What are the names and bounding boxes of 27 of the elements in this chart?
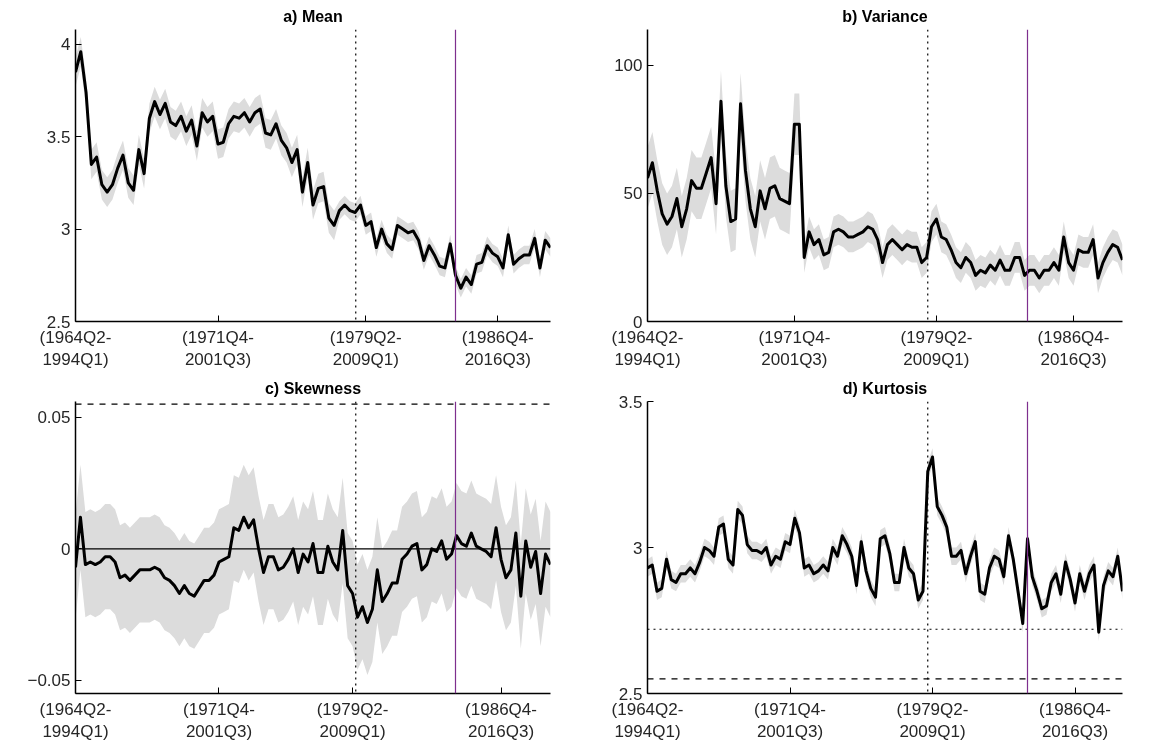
y-tick-label: 0.05 [37, 408, 71, 428]
x-tick-label: (1979Q2- 2009Q1) [316, 699, 389, 742]
y-tick-label: 4 [61, 35, 71, 55]
x-tick-label: (1971Q4- 2001Q3) [758, 327, 831, 370]
x-tick-label: (1964Q2- 1994Q1) [39, 699, 112, 742]
y-tick-label: 3 [633, 538, 643, 558]
y-tick-label: 3.5 [618, 392, 643, 412]
x-tick-label: (1971Q4- 2001Q3) [183, 699, 255, 742]
x-tick-label: (1986Q4- 2016Q3) [1039, 699, 1111, 742]
y-tick-label: 0 [61, 539, 71, 559]
chart-title: c) Skewness [264, 379, 362, 397]
x-tick-label: (1986Q4- 2016Q3) [1037, 327, 1110, 370]
chart-title: a) Mean [283, 7, 343, 25]
y-tick-label: 3.5 [46, 127, 71, 147]
x-tick-label: (1971Q4- 2001Q3) [182, 327, 254, 370]
chart-title: b) Variance [842, 7, 928, 25]
x-tick-label: (1979Q2- 2009Q1) [329, 327, 402, 370]
x-tick-label: (1979Q2- 2009Q1) [896, 699, 969, 742]
x-tick-label: (1979Q2- 2009Q1) [900, 327, 973, 370]
y-tick-label: −0.05 [27, 671, 71, 691]
y-tick-label: 100 [614, 56, 643, 76]
chart-title: d) Kurtosis [842, 379, 928, 397]
x-tick-label: (1971Q4- 2001Q3) [754, 699, 826, 742]
y-tick-label: 50 [623, 184, 643, 204]
x-tick-label: (1986Q4- 2016Q3) [461, 327, 534, 370]
x-tick-label: (1986Q4- 2016Q3) [465, 699, 537, 742]
y-tick-label: 3 [61, 220, 71, 240]
